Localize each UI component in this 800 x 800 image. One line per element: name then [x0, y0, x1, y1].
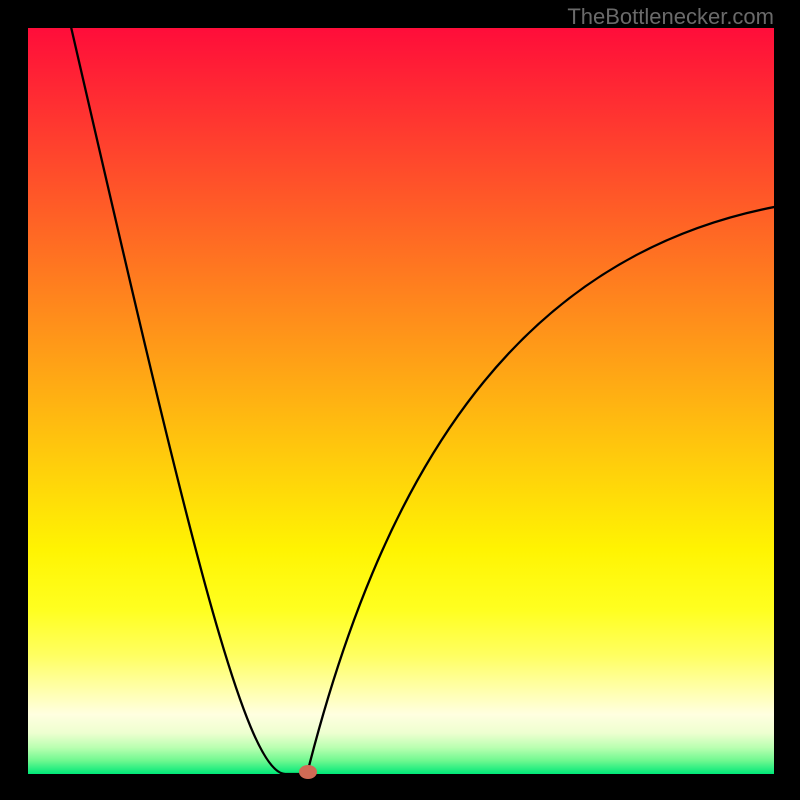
optimal-point-marker	[299, 765, 317, 779]
plot-frame	[28, 28, 774, 774]
bottleneck-curve	[28, 28, 774, 774]
watermark-text: TheBottlenecker.com	[567, 4, 774, 30]
bottleneck-curve-path	[71, 28, 774, 774]
